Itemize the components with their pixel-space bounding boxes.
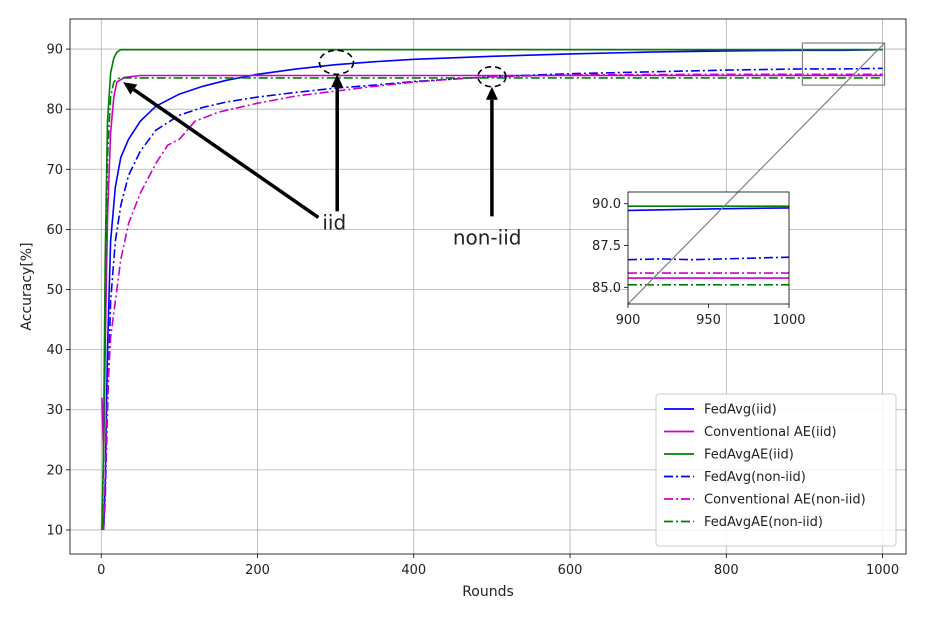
annotation-arrow [485, 86, 498, 217]
series-line-5 [101, 77, 883, 531]
annotation-layer: iid non-iid [123, 49, 522, 249]
axes-frame [69, 18, 907, 555]
legend-entry: FedAvgAE(non-iid) [664, 515, 823, 530]
annotation-label: non-iid [453, 225, 522, 249]
annotation-ellipse [318, 49, 355, 76]
annotation-arrow [331, 74, 344, 212]
inset-series-group [628, 192, 789, 304]
legend-label: Conventional AE(non-iid) [704, 493, 866, 508]
y-tick-label: 60 [46, 223, 63, 238]
series-layer [101, 48, 883, 531]
legend-entry: FedAvg(iid) [664, 403, 777, 418]
legend-label: FedAvg(iid) [704, 403, 777, 418]
y-tick-label: 80 [46, 103, 63, 118]
annotation-label: iid [322, 210, 346, 234]
annotation-arrow-head [485, 86, 498, 100]
legend-entry: FedAvg(non-iid) [664, 470, 806, 485]
x-tick-label: 800 [714, 563, 739, 578]
inset-y-tick-label: 90.0 [592, 197, 621, 212]
x-tick-label: 400 [401, 563, 426, 578]
series-line-2 [101, 48, 883, 531]
inset-x-tick-label: 900 [616, 313, 641, 328]
inset-zoom-connector [628, 192, 739, 304]
inset-x-tick-label: 950 [696, 313, 721, 328]
legend-label: Conventional AE(iid) [704, 425, 837, 440]
y-tick-label: 70 [46, 163, 63, 178]
inset-series-line-3 [628, 256, 789, 261]
inset-series-line-0 [628, 207, 789, 212]
tick-layer: 0 200 400 600 800 1000 10 20 30 40 50 60 70 80 90 [46, 43, 899, 578]
y-axis-label: Accuracy[%] [19, 242, 35, 330]
legend: FedAvg(iid) Conventional AE(iid) FedAvgAE(… [655, 393, 897, 547]
legend-label: FedAvgAE(iid) [704, 448, 794, 463]
legend-entry: Conventional AE(non-iid) [664, 493, 866, 508]
series-line-4 [102, 73, 883, 531]
x-axis-label: Rounds [462, 584, 514, 600]
x-tick-label: 200 [245, 563, 270, 578]
y-tick-label: 40 [46, 343, 63, 358]
series-line-3 [102, 67, 883, 531]
y-tick-label: 90 [46, 43, 63, 58]
y-tick-label: 50 [46, 283, 63, 298]
inset-y-tick-label: 87.5 [592, 239, 621, 254]
annotation-arrow-shaft [132, 88, 320, 219]
y-tick-label: 30 [46, 403, 63, 418]
annotation-arrow [123, 82, 320, 219]
legend-label: FedAvg(non-iid) [704, 470, 806, 485]
plot-frame [69, 18, 907, 555]
x-tick-label: 600 [558, 563, 583, 578]
x-tick-label: 1000 [866, 563, 899, 578]
annotation-arrow-head [123, 82, 138, 95]
inset-axes: 900 950 1000 85.0 87.5 90.0 [592, 191, 806, 328]
inset-y-tick-label: 85.0 [592, 281, 621, 296]
legend-box [655, 393, 897, 547]
inset-x-tick-label: 1000 [772, 313, 805, 328]
x-tick-label: 0 [97, 563, 105, 578]
legend-entry: FedAvgAE(iid) [664, 448, 794, 463]
y-tick-label: 20 [46, 463, 63, 478]
y-tick-label: 10 [46, 523, 63, 538]
legend-label: FedAvgAE(non-iid) [704, 515, 823, 530]
legend-entry: Conventional AE(iid) [664, 425, 837, 440]
annotation-arrow-head [331, 74, 344, 88]
annotation-ellipse [477, 65, 507, 88]
